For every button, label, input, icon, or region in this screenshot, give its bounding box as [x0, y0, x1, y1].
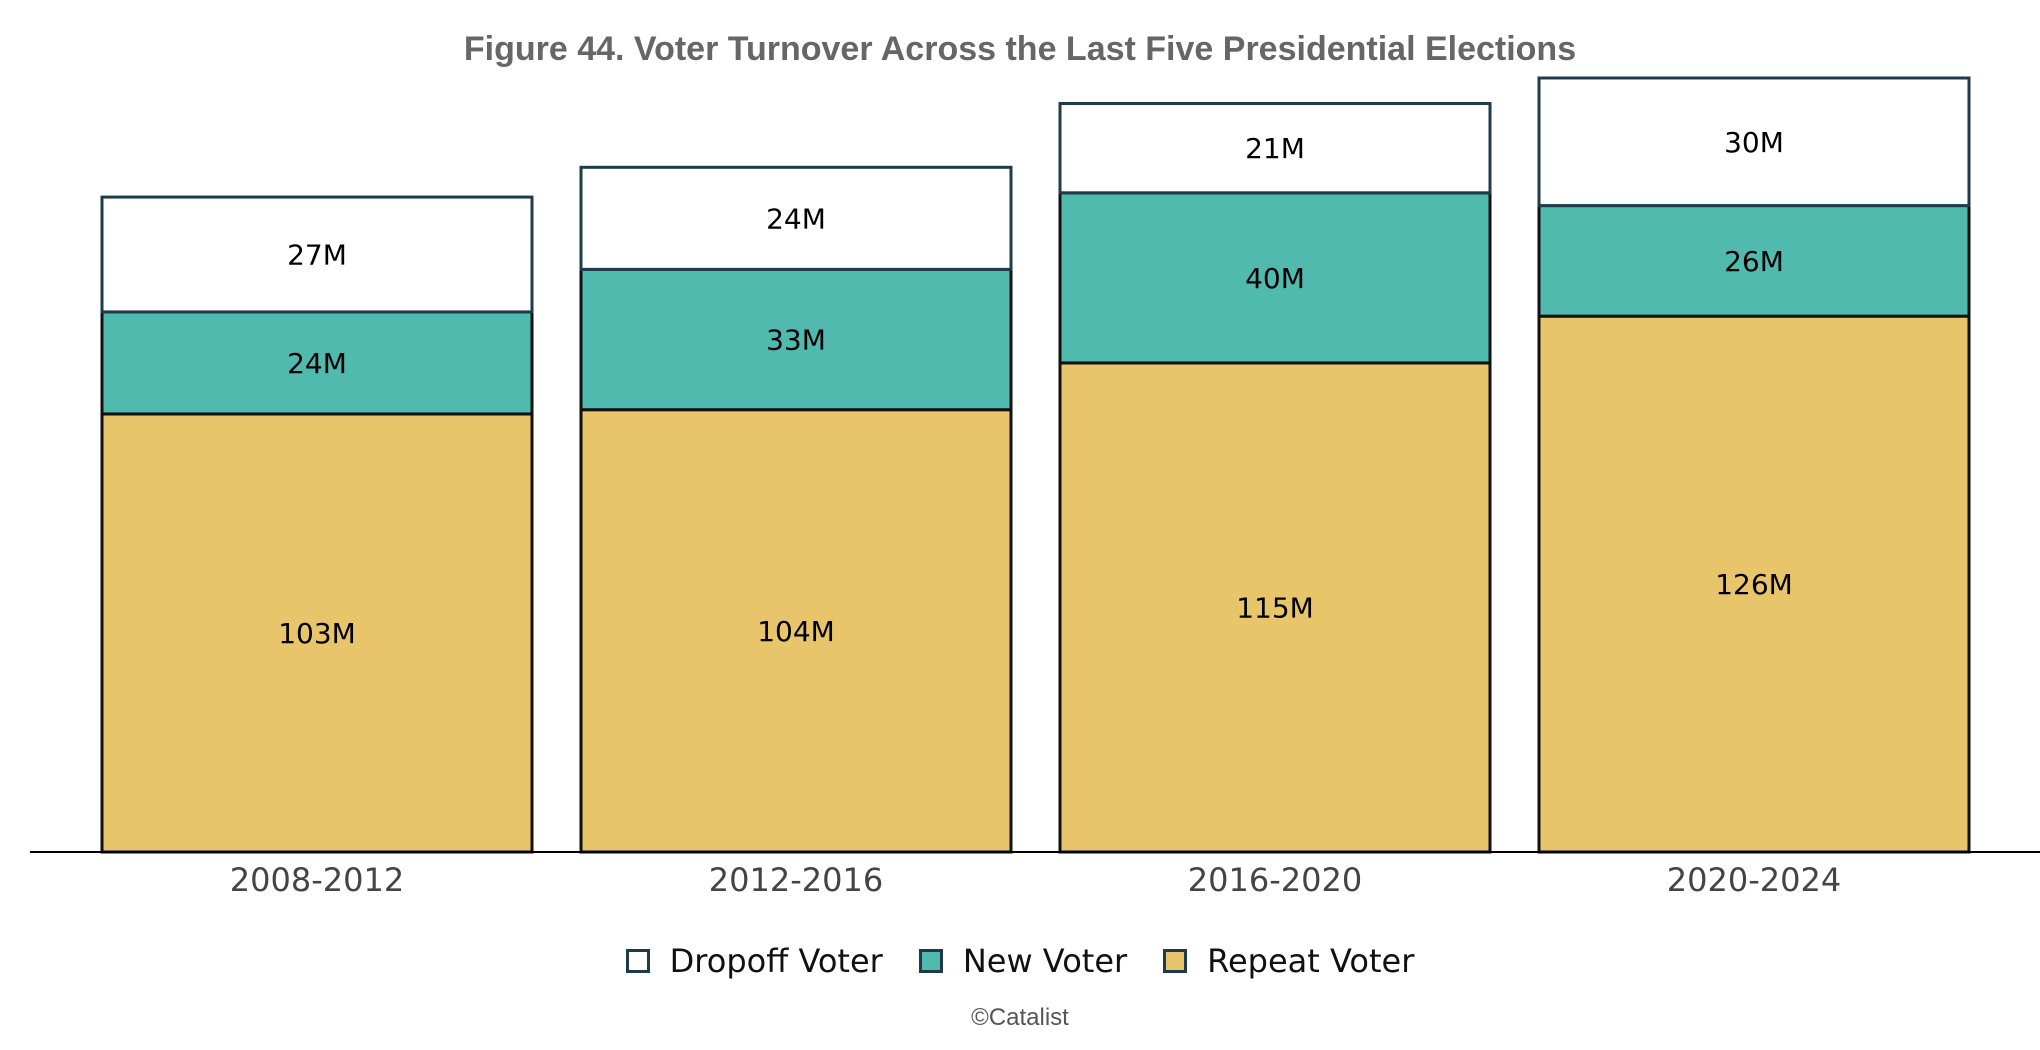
legend-swatch-dropoff-voter	[625, 949, 650, 973]
data-label-repeat-voter-2020-2024: 126M	[1715, 568, 1793, 601]
legend-label-repeat-voter: Repeat Voter	[1207, 942, 1415, 980]
bar-segment-repeat-voter-2016-2020	[1058, 361, 1492, 854]
bar-segment-dropoff-voter-2020-2024	[1537, 76, 1971, 208]
source-credit: ©Catalist	[971, 1004, 1069, 1031]
legend-item-dropoff-voter: Dropoff Voter	[625, 942, 883, 980]
bar-segment-dropoff-voter-2008-2012	[100, 195, 534, 314]
x-tick-label-2012-2016: 2012-2016	[709, 861, 883, 899]
bar-segment-repeat-voter-2020-2024	[1537, 314, 1971, 854]
data-label-repeat-voter-2012-2016: 104M	[757, 615, 835, 648]
bar-segment-dropoff-voter-2016-2020	[1058, 102, 1492, 195]
data-label-new-voter-2012-2016: 33M	[766, 324, 826, 357]
chart-title: Figure 44. Voter Turnover Across the Las…	[463, 30, 1577, 68]
data-label-new-voter-2016-2020: 40M	[1245, 262, 1305, 295]
data-label-repeat-voter-2008-2012: 103M	[278, 617, 356, 650]
bars-layer: 103M 24M 27M 104M 33M 24M 115M 40M 21M 126M 26M 30M	[100, 76, 1971, 854]
legend-swatch-repeat-voter	[1163, 949, 1188, 973]
bar-segment-new-voter-2020-2024	[1537, 204, 1971, 318]
bar-segment-new-voter-2012-2016	[579, 267, 1013, 412]
data-label-repeat-voter-2016-2020: 115M	[1236, 591, 1314, 624]
legend-swatch-new-voter	[918, 949, 943, 973]
bar-segment-repeat-voter-2008-2012	[100, 412, 534, 854]
legend-label-new-voter: New Voter	[962, 942, 1128, 980]
legend: Dropoff Voter New Voter Repeat Voter	[0, 942, 2040, 980]
x-tick-label-2020-2024: 2020-2024	[1667, 861, 1841, 899]
x-tick-label-2008-2012: 2008-2012	[230, 861, 404, 899]
legend-item-new-voter: New Voter	[918, 942, 1128, 980]
legend-item-repeat-voter: Repeat Voter	[1163, 942, 1414, 980]
legend-label-dropoff-voter: Dropoff Voter	[669, 942, 883, 980]
data-label-dropoff-voter-2016-2020: 21M	[1245, 132, 1305, 165]
data-label-new-voter-2020-2024: 26M	[1724, 245, 1784, 278]
x-ticks-layer: 2008-2012 2012-2016 2016-2020 2020-2024	[230, 861, 1841, 899]
data-label-dropoff-voter-2020-2024: 30M	[1724, 126, 1784, 159]
data-label-dropoff-voter-2008-2012: 27M	[287, 238, 347, 271]
x-tick-label-2016-2020: 2016-2020	[1188, 861, 1362, 899]
data-label-new-voter-2008-2012: 24M	[287, 347, 347, 380]
bar-segment-dropoff-voter-2012-2016	[579, 165, 1013, 271]
bar-segment-new-voter-2016-2020	[1058, 191, 1492, 365]
data-label-dropoff-voter-2012-2016: 24M	[766, 202, 826, 235]
bar-segment-repeat-voter-2012-2016	[579, 408, 1013, 854]
